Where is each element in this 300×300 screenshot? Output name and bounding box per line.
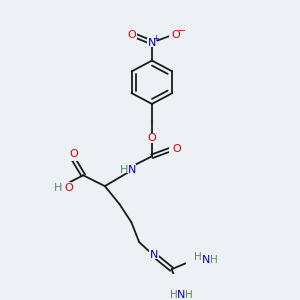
Text: H: H bbox=[170, 290, 177, 300]
Text: H: H bbox=[54, 183, 63, 193]
Bar bbox=[147, 38, 157, 47]
Text: N: N bbox=[150, 250, 158, 260]
Text: N: N bbox=[177, 290, 186, 300]
Text: N: N bbox=[128, 165, 136, 175]
Text: N: N bbox=[202, 255, 210, 265]
Text: O: O bbox=[172, 144, 181, 154]
Text: O: O bbox=[127, 30, 136, 40]
Text: H: H bbox=[194, 253, 202, 262]
Text: N: N bbox=[148, 38, 156, 47]
Bar bbox=[118, 164, 136, 172]
Text: O: O bbox=[64, 183, 73, 193]
Bar bbox=[147, 134, 157, 143]
Text: −: − bbox=[178, 26, 187, 36]
Bar bbox=[169, 288, 190, 297]
Text: H: H bbox=[185, 290, 193, 300]
Bar bbox=[52, 182, 71, 190]
Bar bbox=[169, 31, 178, 39]
Bar bbox=[169, 145, 178, 153]
Bar bbox=[128, 31, 137, 39]
Text: O: O bbox=[69, 148, 78, 159]
Bar bbox=[149, 250, 159, 259]
Text: +: + bbox=[152, 34, 159, 43]
Text: O: O bbox=[148, 133, 156, 143]
Text: H: H bbox=[210, 255, 218, 265]
Text: H: H bbox=[120, 165, 129, 175]
Bar bbox=[68, 153, 78, 161]
Text: O: O bbox=[171, 30, 180, 40]
Bar bbox=[186, 256, 208, 265]
